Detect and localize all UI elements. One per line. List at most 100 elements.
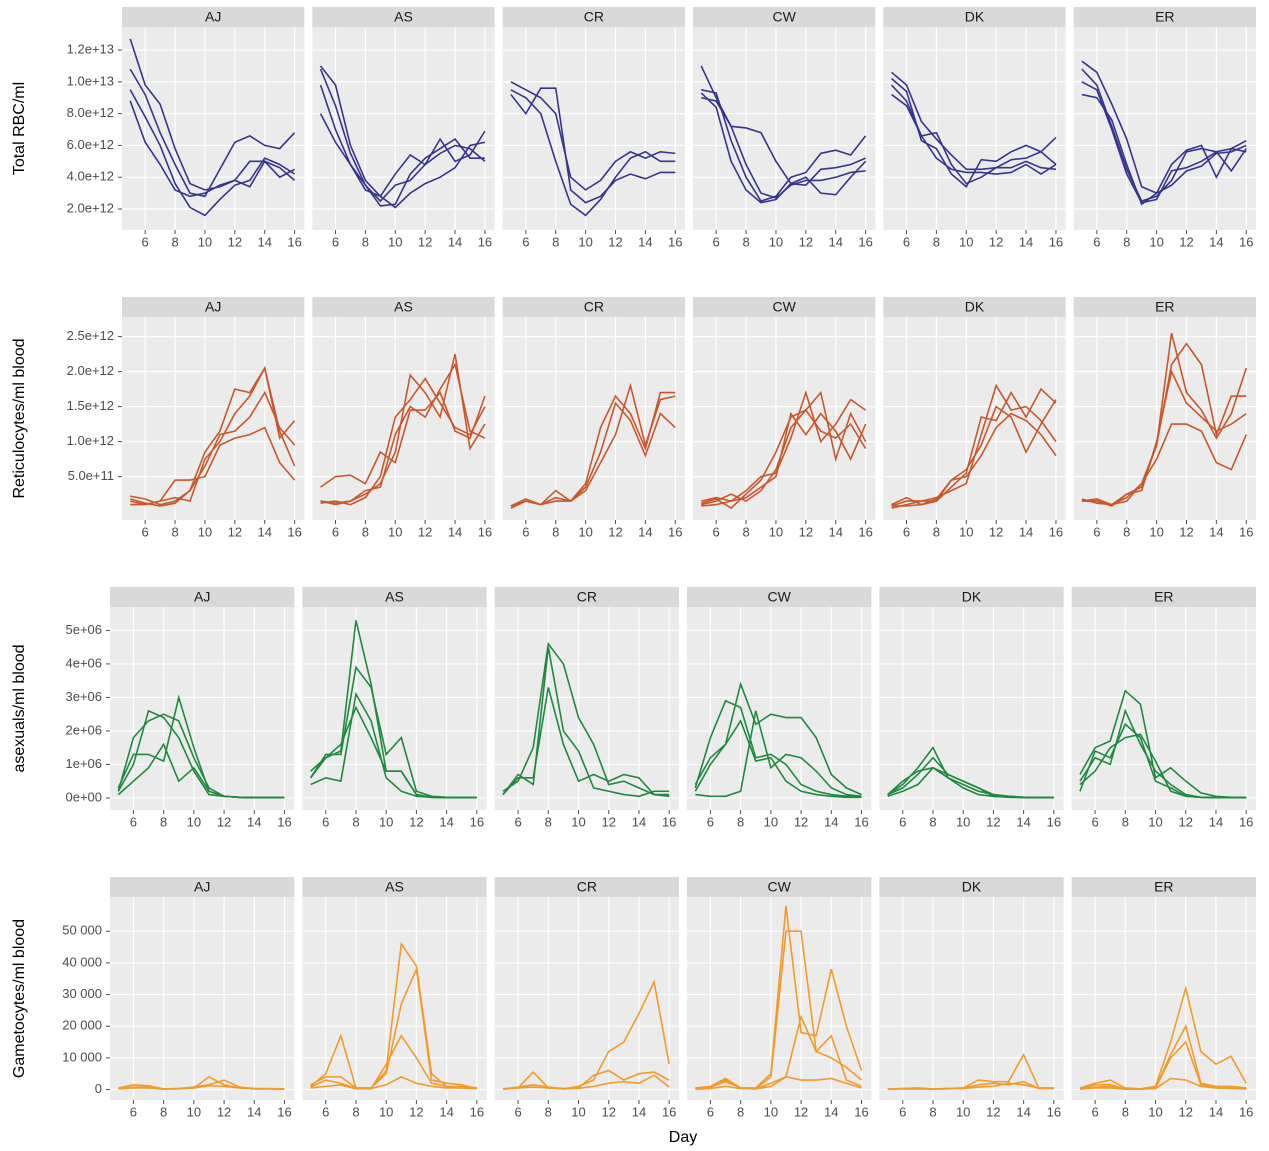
y-axis-title: Total RBC/ml — [11, 82, 28, 175]
x-tick-label: 6 — [1093, 524, 1100, 539]
x-tick-label: 8 — [160, 814, 167, 829]
data-line — [320, 391, 486, 488]
data-line — [1081, 93, 1247, 206]
strip-text: ER — [1155, 299, 1174, 315]
panel-background — [693, 317, 876, 520]
data-line — [891, 71, 1057, 171]
x-tick-label: 6 — [332, 234, 339, 249]
data-line — [1081, 369, 1247, 506]
x-tick-label: 10 — [1149, 234, 1163, 249]
x-tick-label: 8 — [1123, 524, 1130, 539]
data-line — [502, 1074, 670, 1091]
x-tick-label: 8 — [362, 234, 369, 249]
x-tick-label: 8 — [545, 814, 552, 829]
x-tick-label: 6 — [142, 234, 149, 249]
strip — [302, 877, 487, 897]
data-line — [695, 905, 863, 1089]
x-tick-label: 6 — [1091, 814, 1098, 829]
x-tick-label: 12 — [1179, 814, 1193, 829]
x-tick-label: 6 — [903, 524, 910, 539]
data-line — [502, 687, 670, 798]
x-tick-label: 6 — [707, 1104, 714, 1119]
x-tick-label: 8 — [171, 524, 178, 539]
x-tick-label: 12 — [794, 1104, 808, 1119]
y-tick-label: 5e+06 — [65, 622, 102, 637]
x-tick-label: 16 — [668, 524, 682, 539]
panel-background — [883, 27, 1066, 230]
data-line — [502, 647, 670, 798]
x-tick-label: 8 — [1122, 1104, 1129, 1119]
x-tick-label: 8 — [352, 814, 359, 829]
panel-background — [687, 607, 872, 810]
x-tick-label: 12 — [608, 234, 622, 249]
x-tick-label: 8 — [545, 1104, 552, 1119]
data-line — [129, 68, 296, 198]
x-axis-title: Day — [669, 1129, 697, 1146]
x-tick-label: 8 — [737, 814, 744, 829]
x-tick-label: 8 — [933, 524, 940, 539]
y-tick-label: 0 — [95, 1081, 102, 1096]
x-tick-label: 8 — [929, 1104, 936, 1119]
x-tick-label: 12 — [217, 814, 231, 829]
data-line — [891, 93, 1057, 175]
x-tick-label: 16 — [1047, 1104, 1061, 1119]
data-line — [701, 408, 867, 506]
data-line — [1079, 689, 1247, 799]
strip-text: DK — [965, 299, 985, 315]
panel-background — [502, 27, 685, 230]
x-tick-label: 14 — [824, 814, 838, 829]
strip-text: CR — [577, 589, 597, 605]
x-tick-label: 14 — [1209, 1104, 1223, 1119]
strip-text: CR — [577, 879, 597, 895]
data-line — [695, 710, 862, 798]
y-tick-label: 1.0e+13 — [67, 73, 114, 88]
x-tick-label: 14 — [257, 524, 271, 539]
x-tick-label: 10 — [764, 1104, 778, 1119]
panel-background — [110, 897, 295, 1100]
x-tick-label: 10 — [956, 1104, 970, 1119]
strip-text: AJ — [205, 9, 221, 25]
x-tick-label: 8 — [1122, 814, 1129, 829]
y-tick-label: 1.2e+13 — [67, 41, 114, 56]
x-tick-label: 14 — [448, 234, 462, 249]
data-line — [1081, 81, 1247, 204]
x-tick-label: 12 — [409, 814, 423, 829]
data-line — [695, 930, 863, 1090]
x-tick-label: 8 — [552, 234, 559, 249]
strip — [122, 7, 305, 27]
y-tick-label: 10 000 — [62, 1049, 102, 1064]
data-line — [320, 362, 486, 506]
data-line — [701, 389, 867, 502]
x-tick-label: 16 — [478, 524, 492, 539]
x-tick-label: 10 — [388, 234, 402, 249]
strip-text: DK — [965, 9, 985, 25]
data-line — [887, 766, 1054, 799]
x-tick-label: 10 — [764, 814, 778, 829]
x-tick-label: 10 — [198, 524, 212, 539]
x-tick-label: 16 — [470, 1104, 484, 1119]
x-tick-label: 8 — [742, 234, 749, 249]
y-axis-title: Reticulocytes/ml blood — [11, 338, 28, 498]
panel-background — [502, 317, 685, 520]
x-tick-label: 10 — [388, 524, 402, 539]
data-line — [310, 1075, 477, 1090]
x-tick-label: 8 — [737, 1104, 744, 1119]
x-tick-label: 14 — [439, 814, 453, 829]
strip — [883, 297, 1066, 317]
data-line — [310, 705, 477, 799]
x-tick-label: 6 — [332, 524, 339, 539]
x-tick-label: 16 — [1239, 814, 1253, 829]
x-tick-label: 12 — [602, 1104, 616, 1119]
strip — [312, 7, 495, 27]
data-line — [319, 84, 486, 209]
y-tick-label: 2.5e+12 — [67, 328, 114, 343]
x-tick-label: 14 — [247, 814, 261, 829]
strip-text: AS — [385, 879, 404, 895]
x-tick-label: 14 — [638, 234, 652, 249]
data-line — [510, 382, 676, 507]
x-tick-label: 14 — [1019, 234, 1033, 249]
x-tick-label: 8 — [933, 234, 940, 249]
x-tick-label: 10 — [578, 524, 592, 539]
x-tick-label: 14 — [448, 524, 462, 539]
data-line — [118, 1084, 285, 1091]
